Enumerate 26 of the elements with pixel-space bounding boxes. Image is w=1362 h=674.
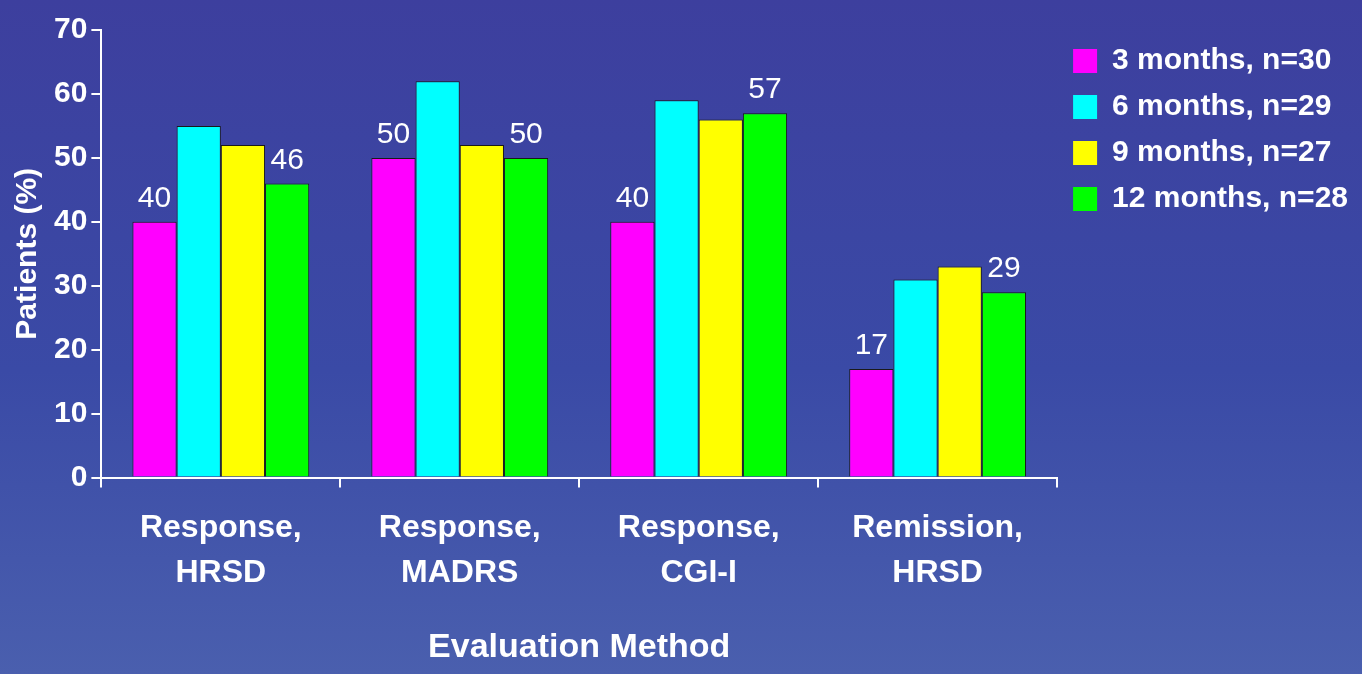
data-label: 40	[615, 180, 650, 214]
legend-label: 6 months, n=29	[1112, 88, 1332, 122]
legend-label: 9 months, n=27	[1112, 134, 1332, 168]
y-tick-label: 0	[70, 458, 88, 492]
y-tick-label: 70	[53, 11, 88, 45]
x-tick-label: Remission, HRSD	[852, 507, 1023, 589]
legend-label: 12 months, n=28	[1112, 180, 1349, 214]
legend-label: 3 months, n=30	[1112, 42, 1332, 76]
x-tick-label: Response, HRSD	[139, 507, 302, 589]
x-tick-label: Response, CGI-I	[617, 507, 780, 589]
y-tick-label: 40	[53, 203, 88, 237]
y-tick-label: 50	[53, 139, 88, 173]
data-label: 50	[376, 116, 411, 150]
data-label: 57	[748, 71, 782, 105]
data-label: 46	[270, 141, 304, 175]
x-axis-title: Evaluation Method	[428, 625, 731, 664]
y-tick-label: 20	[53, 330, 88, 364]
x-tick-label: Response, MADRS	[378, 507, 541, 589]
data-label: 17	[854, 327, 889, 361]
y-tick-label: 60	[53, 75, 88, 109]
data-label: 29	[987, 250, 1021, 284]
y-axis-title: Patients (%)	[9, 167, 43, 340]
y-tick-label: 10	[53, 394, 88, 428]
data-label: 50	[509, 116, 543, 150]
data-label: 40	[137, 180, 172, 214]
y-tick-label: 30	[53, 267, 88, 301]
